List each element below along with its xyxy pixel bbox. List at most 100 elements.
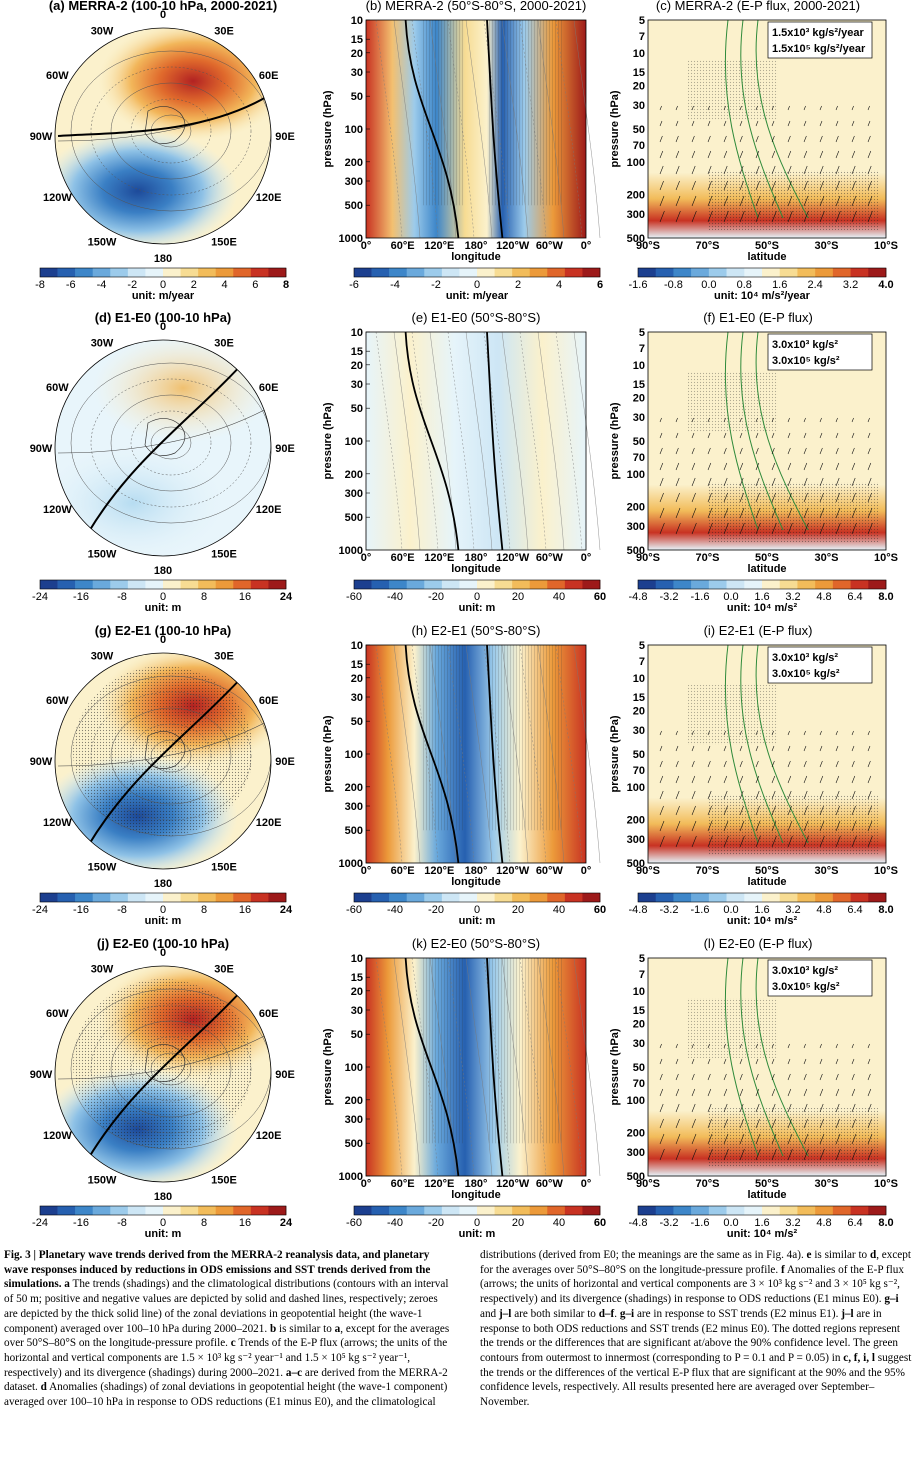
- ep-flux-arrow: [659, 150, 664, 159]
- ep-colorbar-tick: 1.6: [772, 279, 787, 291]
- x-tick-label: 180°: [465, 1178, 488, 1190]
- ep-colorbar-cell: [850, 580, 869, 589]
- map-body: [55, 28, 271, 244]
- ep-flux-arrow: [851, 1148, 857, 1161]
- caption-bold-run: c, f, i, l: [843, 1351, 875, 1364]
- arrow-legend-horizontal: 3.0x10³ kg/s²: [772, 652, 838, 664]
- y-tick-label: 15: [351, 34, 363, 46]
- map-colorbar-cell: [40, 893, 58, 902]
- caption-text-run: are in response to SST trends (E2 minus …: [634, 1307, 842, 1320]
- ep-flux-arrow: [867, 1058, 871, 1065]
- ep-flux-arrow: [803, 210, 809, 223]
- section-colorbar-cell: [494, 893, 513, 902]
- climatology-contour: [90, 66, 252, 196]
- y-tick-label: 30: [633, 725, 645, 737]
- map-colorbar-cell: [110, 268, 129, 277]
- map-colorbar-cell: [198, 580, 217, 589]
- section-colorbar-cell: [424, 1206, 443, 1215]
- ep-flux-arrow: [723, 1073, 727, 1081]
- longitude-label: 180: [154, 565, 172, 577]
- ep-flux-arrow: [755, 417, 758, 423]
- significance-hatching: [421, 20, 465, 206]
- map-colorbar-unit: unit: m: [145, 602, 182, 614]
- x-tick-label: 0°: [361, 552, 372, 564]
- longitude-label: 90W: [30, 756, 53, 768]
- ep-flux-arrow: [803, 165, 808, 175]
- y-axis-label: pressure (hPa): [322, 402, 334, 479]
- x-tick-label: 70°S: [696, 1178, 720, 1190]
- section-panel: (e) E1-E0 (50°S-80°S) 10 15 20 30 50 100 200 300…: [322, 310, 601, 575]
- zero-contour: [87, 988, 244, 1160]
- map-colorbar-cell: [180, 268, 199, 277]
- significance-dots: [688, 60, 778, 120]
- ep-flux-arrow: [835, 105, 838, 111]
- ep-flux-arrow: [659, 477, 664, 487]
- section-colorbar-cell: [547, 1206, 566, 1215]
- ep-flux-arrow: [707, 105, 710, 111]
- map-colorbar-cell: [40, 580, 58, 589]
- ep-flux-arrow: [739, 1073, 743, 1081]
- ep-flux-arrow: [867, 522, 873, 535]
- map-colorbar-tick: 8: [201, 1217, 207, 1229]
- map-colorbar-cell: [163, 1206, 181, 1215]
- zero-contour: [404, 957, 460, 1177]
- y-tick-label: 20: [633, 706, 645, 718]
- ep-flux-arrow: [755, 1088, 760, 1097]
- ep-flux-arrow: [723, 462, 728, 471]
- section-colorbar-tick: 0: [474, 904, 480, 916]
- y-tick-label: 30: [351, 1005, 363, 1017]
- section-colorbar-cell: [547, 893, 566, 902]
- ep-colorbar-tick: 4.0: [878, 279, 893, 291]
- ep-colorbar-cell: [726, 268, 745, 277]
- ep-flux-arrow: [835, 462, 840, 471]
- ep-flux-arrow: [819, 180, 824, 191]
- caption-bold-run: j–l: [841, 1307, 854, 1320]
- ep-flux-arrow: [691, 730, 694, 736]
- ep-flux-arrow: [755, 195, 761, 207]
- antarctica-outline: [144, 106, 186, 144]
- section-colorbar-cell: [441, 580, 460, 589]
- ep-flux-arrow: [819, 1088, 824, 1097]
- map-colorbar-cell: [163, 893, 181, 902]
- ep-flux-arrow: [723, 1133, 729, 1145]
- x-tick-label: 10°S: [874, 865, 898, 877]
- ep-colorbar-cell: [638, 268, 657, 277]
- map-colorbar-cell: [75, 580, 94, 589]
- ep-flux-arrow: [803, 180, 808, 191]
- arrow-legend-box: [767, 646, 873, 684]
- map-colorbar-cell: [198, 1206, 217, 1215]
- ep-flux-arrow: [675, 820, 681, 832]
- ep-flux-arrow: [691, 180, 696, 191]
- longitude-label: 180: [154, 1191, 172, 1203]
- ep-flux-arrow: [835, 1058, 839, 1065]
- section-colorbar-tick: -6: [349, 279, 359, 291]
- ep-flux-arrow: [851, 805, 856, 816]
- y-tick-label: 500: [627, 233, 645, 245]
- ep-flux-panel: (c) MERRA-2 (E-P flux, 2000-2021) 1.5x10³…: [609, 0, 898, 263]
- section-colorbar-cell: [441, 1206, 460, 1215]
- ep-flux-arrow: [819, 1058, 823, 1065]
- ep-flux-arrow: [851, 820, 857, 832]
- ep-flux-arrow: [835, 210, 841, 223]
- ep-flux-arrow: [691, 432, 695, 439]
- ep-flux-arrow: [819, 210, 825, 223]
- climatology-contour: [555, 644, 583, 864]
- ep-flux-arrow: [771, 760, 775, 768]
- ep-flux-arrow: [659, 105, 662, 111]
- section-colorbar-cell: [529, 1206, 548, 1215]
- ep-flux-arrow: [835, 1043, 838, 1049]
- ep-flux-arrow: [803, 1103, 808, 1113]
- ep-flux-arrow: [707, 522, 713, 535]
- ep-flux-arrow: [739, 105, 742, 111]
- ep-flux-arrow: [771, 1073, 775, 1081]
- x-axis-label: longitude: [451, 251, 501, 263]
- map-colorbar-cell: [268, 893, 287, 902]
- ep-flux-arrow: [851, 462, 856, 471]
- ep-flux-arrow: [723, 492, 728, 503]
- section-colorbar-cell: [424, 580, 443, 589]
- map-colorbar-cell: [57, 893, 76, 902]
- ep-flux-arrow: [835, 432, 839, 439]
- ep-flux-arrow: [835, 477, 840, 487]
- longitude-label: 90E: [275, 443, 295, 455]
- caption-bold-run: d: [40, 1381, 47, 1394]
